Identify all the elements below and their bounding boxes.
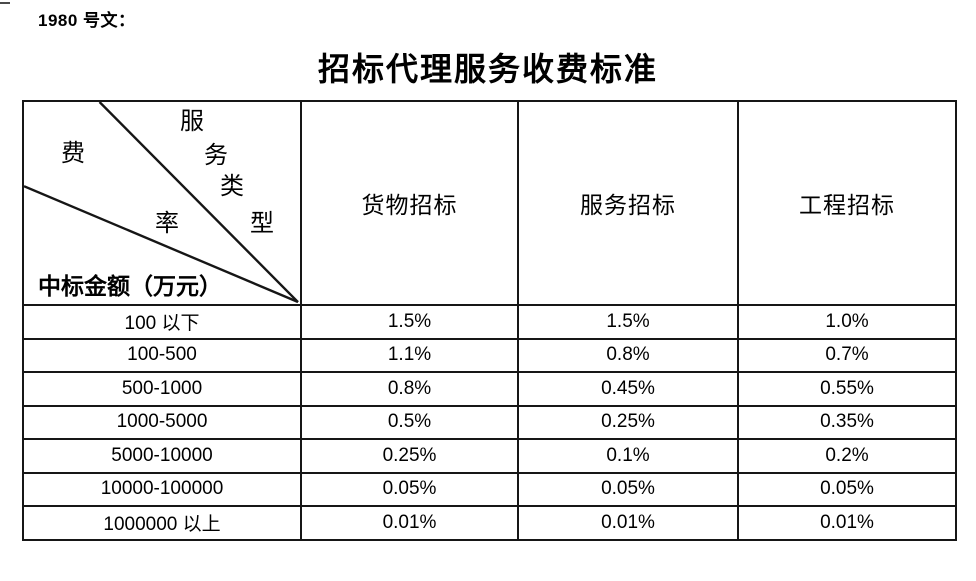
rate-cell: 1.0%: [737, 304, 957, 340]
table-row: 5000-10000 0.25% 0.1% 0.2%: [22, 438, 957, 474]
row-label: 100-500: [22, 337, 302, 373]
diagonal-label-service-type-char: 务: [204, 143, 228, 169]
table-row: 1000000 以上 0.01% 0.01% 0.01%: [22, 505, 957, 541]
diagonal-label-service-type-char: 服: [180, 109, 204, 135]
doc-number: 1980 号文：: [38, 11, 136, 30]
table-row: 100-500 1.1% 0.8% 0.7%: [22, 337, 957, 373]
rate-cell: 0.2%: [737, 438, 957, 474]
column-header-goods-bidding: 货物招标: [300, 100, 519, 306]
rate-cell: 0.7%: [737, 337, 957, 373]
row-label: 10000-100000: [22, 471, 302, 507]
fee-table: 服 务 类 型 费 率 中标金额（万元） 货物招标 服务招标 工程招标 100 …: [22, 100, 957, 541]
diagonal-label-service-type-char: 类: [220, 174, 244, 200]
rate-cell: 0.45%: [517, 371, 739, 407]
table-row: 500-1000 0.8% 0.45% 0.55%: [22, 371, 957, 407]
column-header-engineering-bidding: 工程招标: [737, 100, 957, 306]
rate-cell: 0.01%: [300, 505, 519, 541]
rate-cell: 0.55%: [737, 371, 957, 407]
table-row: 10000-100000 0.05% 0.05% 0.05%: [22, 471, 957, 507]
page-edge-artifact: [0, 2, 10, 4]
rate-cell: 1.5%: [517, 304, 739, 340]
row-label: 500-1000: [22, 371, 302, 407]
rate-cell: 0.01%: [737, 505, 957, 541]
rate-cell: 0.35%: [737, 404, 957, 440]
diagonal-divider-lines: [24, 102, 299, 304]
rate-cell: 0.05%: [517, 471, 739, 507]
table-row: 1000-5000 0.5% 0.25% 0.35%: [22, 404, 957, 440]
rate-cell: 0.8%: [517, 337, 739, 373]
rate-cell: 0.05%: [737, 471, 957, 507]
row-label: 100 以下: [22, 304, 302, 340]
diagonal-label-rate-char: 率: [155, 211, 179, 237]
row-label: 1000000 以上: [22, 505, 302, 541]
diagonal-label-bid-amount: 中标金额（万元）: [38, 274, 222, 299]
column-header-service-bidding: 服务招标: [517, 100, 739, 306]
rate-cell: 0.25%: [300, 438, 519, 474]
row-label: 5000-10000: [22, 438, 302, 474]
diagonal-header-cell: 服 务 类 型 费 率 中标金额（万元）: [22, 100, 302, 306]
rate-cell: 0.1%: [517, 438, 739, 474]
diagonal-label-service-type-char: 型: [250, 211, 274, 237]
table-header-row: 服 务 类 型 费 率 中标金额（万元） 货物招标 服务招标 工程招标: [22, 100, 957, 306]
rate-cell: 0.8%: [300, 371, 519, 407]
diagonal-header-content: 服 务 类 型 费 率 中标金额（万元）: [24, 102, 300, 304]
rate-cell: 0.5%: [300, 404, 519, 440]
page-title: 招标代理服务收费标准: [317, 51, 658, 87]
rate-cell: 1.1%: [300, 337, 519, 373]
table-row: 100 以下 1.5% 1.5% 1.0%: [22, 304, 957, 340]
rate-cell: 0.01%: [517, 505, 739, 541]
rate-cell: 0.25%: [517, 404, 739, 440]
rate-cell: 1.5%: [300, 304, 519, 340]
diagonal-label-rate-char: 费: [61, 141, 85, 167]
rate-cell: 0.05%: [300, 471, 519, 507]
row-label: 1000-5000: [22, 404, 302, 440]
